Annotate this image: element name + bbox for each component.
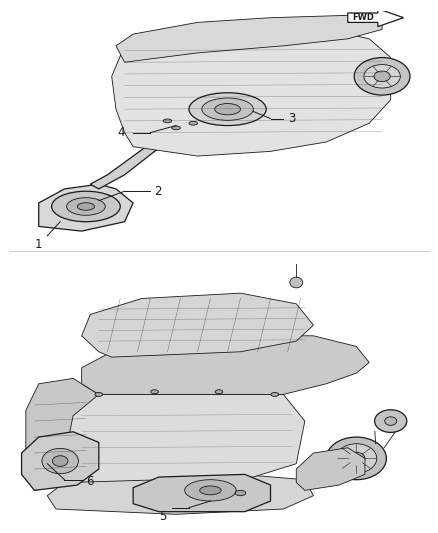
Text: 6: 6 [86, 474, 93, 488]
Polygon shape [26, 378, 99, 490]
Ellipse shape [189, 93, 266, 126]
Ellipse shape [78, 203, 95, 210]
Ellipse shape [290, 277, 303, 288]
Ellipse shape [374, 410, 407, 432]
Ellipse shape [185, 480, 236, 501]
Text: 3: 3 [288, 112, 295, 125]
Text: 1: 1 [35, 238, 42, 251]
Polygon shape [81, 293, 314, 357]
Ellipse shape [67, 198, 105, 215]
Ellipse shape [202, 98, 253, 120]
Ellipse shape [172, 126, 180, 130]
Ellipse shape [52, 191, 120, 222]
Polygon shape [90, 118, 210, 189]
Polygon shape [112, 22, 391, 156]
Ellipse shape [354, 58, 410, 95]
Polygon shape [348, 9, 403, 27]
Text: 5: 5 [159, 510, 167, 522]
Text: 4: 4 [117, 126, 124, 139]
Polygon shape [64, 394, 305, 482]
Ellipse shape [336, 443, 377, 473]
Polygon shape [47, 474, 314, 514]
Ellipse shape [42, 448, 78, 474]
Text: 2: 2 [155, 185, 162, 198]
Ellipse shape [151, 390, 159, 394]
Ellipse shape [215, 390, 223, 394]
Ellipse shape [271, 392, 279, 397]
Ellipse shape [200, 486, 221, 495]
Ellipse shape [326, 437, 386, 480]
Polygon shape [21, 432, 99, 490]
Ellipse shape [385, 417, 397, 425]
Polygon shape [81, 336, 369, 394]
Polygon shape [296, 448, 365, 490]
Polygon shape [39, 184, 133, 231]
Ellipse shape [53, 456, 68, 466]
Ellipse shape [364, 64, 400, 88]
Polygon shape [116, 15, 382, 62]
Ellipse shape [215, 103, 240, 115]
Ellipse shape [235, 490, 246, 496]
Ellipse shape [374, 71, 390, 82]
Ellipse shape [95, 392, 102, 397]
Ellipse shape [163, 119, 172, 123]
Polygon shape [133, 474, 271, 512]
Ellipse shape [189, 122, 198, 125]
Ellipse shape [348, 452, 365, 464]
Text: FWD: FWD [352, 13, 374, 22]
